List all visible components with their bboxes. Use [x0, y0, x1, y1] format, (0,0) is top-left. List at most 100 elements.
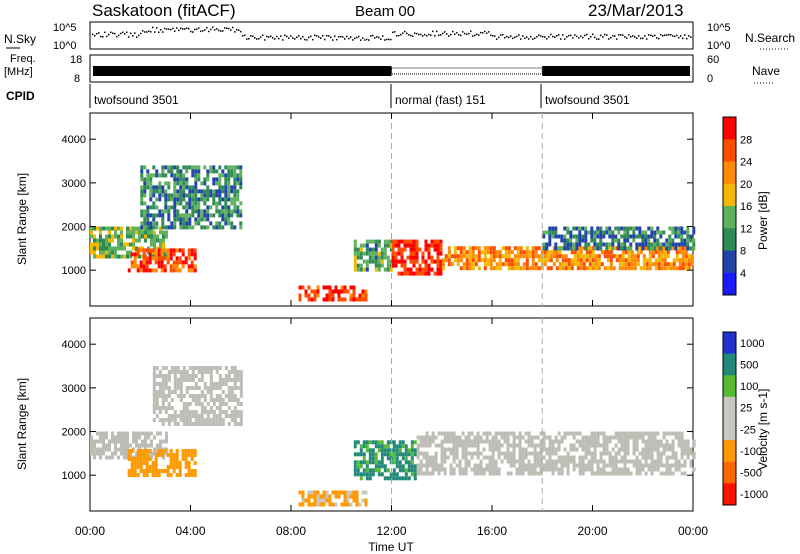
heatmap-cell [145, 469, 149, 473]
heatmap-cell [193, 449, 197, 453]
heatmap-cell [394, 259, 398, 264]
heatmap-cell [641, 455, 645, 460]
heatmap-cell [197, 217, 201, 222]
heatmap-cell [444, 254, 448, 259]
heatmap-cell [489, 246, 493, 251]
nsky-point [394, 31, 396, 33]
nsky-point [548, 36, 550, 38]
nsky-point [378, 36, 380, 39]
heatmap-cell [410, 468, 414, 473]
heatmap-cell [179, 378, 183, 382]
heatmap-cell [680, 439, 684, 444]
heatmap-cell [462, 246, 466, 251]
heatmap-cell [142, 260, 146, 265]
heatmap-cell [194, 185, 198, 190]
heatmap-cell [386, 444, 390, 449]
heatmap-cell [558, 266, 562, 271]
heatmap-cell [230, 197, 234, 202]
heatmap-cell [158, 213, 162, 218]
heatmap-cell [158, 173, 162, 178]
heatmap-cell [359, 243, 363, 248]
heatmap-cell [686, 242, 690, 247]
heatmap-cell [608, 435, 612, 440]
heatmap-cell [671, 226, 675, 231]
heatmap-cell [169, 453, 173, 457]
heatmap-cell [570, 262, 574, 267]
heatmap-cell [175, 449, 179, 453]
heatmap-cell [120, 246, 123, 251]
heatmap-cell [212, 225, 216, 230]
heatmap-cell [386, 468, 390, 473]
heatmap-cell [593, 238, 597, 243]
heatmap-cell [157, 256, 161, 261]
heatmap-cell [383, 247, 387, 252]
heatmap-cell [452, 471, 456, 476]
heatmap-cell [680, 242, 684, 247]
heatmap-cell [504, 254, 508, 259]
heatmap-cell [362, 456, 366, 461]
heatmap-cell [353, 243, 357, 248]
heatmap-cell [164, 173, 168, 178]
heatmap-cell [111, 250, 114, 255]
heatmap-cell [668, 467, 672, 472]
heatmap-cell [483, 250, 487, 255]
heatmap-cell [224, 185, 228, 190]
heatmap-cell [143, 181, 147, 186]
heatmap-cell [135, 439, 138, 444]
heatmap-cell [313, 297, 317, 302]
heatmap-cell [407, 464, 411, 469]
heatmap-cell [578, 455, 582, 460]
heatmap-cell [497, 443, 501, 448]
heatmap-cell [560, 439, 564, 444]
heatmap-cell [549, 254, 553, 259]
heatmap-cell [621, 250, 625, 255]
heatmap-cell [554, 242, 558, 247]
heatmap-cell [483, 254, 487, 259]
nsky-point [216, 28, 218, 30]
heatmap-cell [606, 258, 610, 263]
heatmap-cell [161, 213, 165, 218]
heatmap-cell [142, 252, 146, 257]
heatmap-cell [632, 463, 636, 468]
heatmap-cell [518, 467, 522, 472]
heatmap-cell [227, 370, 231, 374]
heatmap-cell [386, 452, 390, 457]
heatmap-cell [692, 238, 696, 243]
heatmap-cell [548, 463, 552, 468]
heatmap-cell [365, 444, 369, 449]
heatmap-cell [422, 451, 426, 456]
heatmap-cell [401, 444, 405, 449]
heatmap-cell [102, 435, 105, 440]
heatmap-cell [391, 259, 395, 264]
nsky-point [634, 36, 636, 38]
heatmap-cell [626, 443, 630, 448]
nsky-point [462, 31, 464, 33]
heatmap-cell [203, 366, 207, 370]
heatmap-cell [537, 266, 541, 271]
nsky-point [190, 30, 192, 33]
heatmap-cell [158, 390, 162, 394]
heatmap-cell [558, 254, 562, 259]
heatmap-cell [425, 451, 429, 456]
heatmap-cell [627, 262, 631, 267]
heatmap-cell [611, 230, 615, 235]
heatmap-cell [392, 476, 396, 481]
heatmap-cell [572, 234, 576, 239]
heatmap-cell [365, 243, 369, 248]
nsky-point [304, 38, 306, 41]
heatmap-cell [509, 459, 513, 464]
heatmap-cell [602, 234, 606, 239]
heatmap-cell [209, 193, 213, 198]
heatmap-cell [149, 181, 153, 186]
heatmap-cell [662, 431, 666, 436]
heatmap-cell [662, 447, 666, 452]
heatmap-cell [152, 205, 156, 210]
nsky-point [274, 38, 276, 40]
heatmap-cell [638, 226, 642, 231]
heatmap-cell [365, 259, 369, 264]
heatmap-cell [456, 254, 460, 259]
heatmap-cell [602, 447, 606, 452]
heatmap-cell [167, 422, 171, 426]
heatmap-cell [617, 447, 621, 452]
